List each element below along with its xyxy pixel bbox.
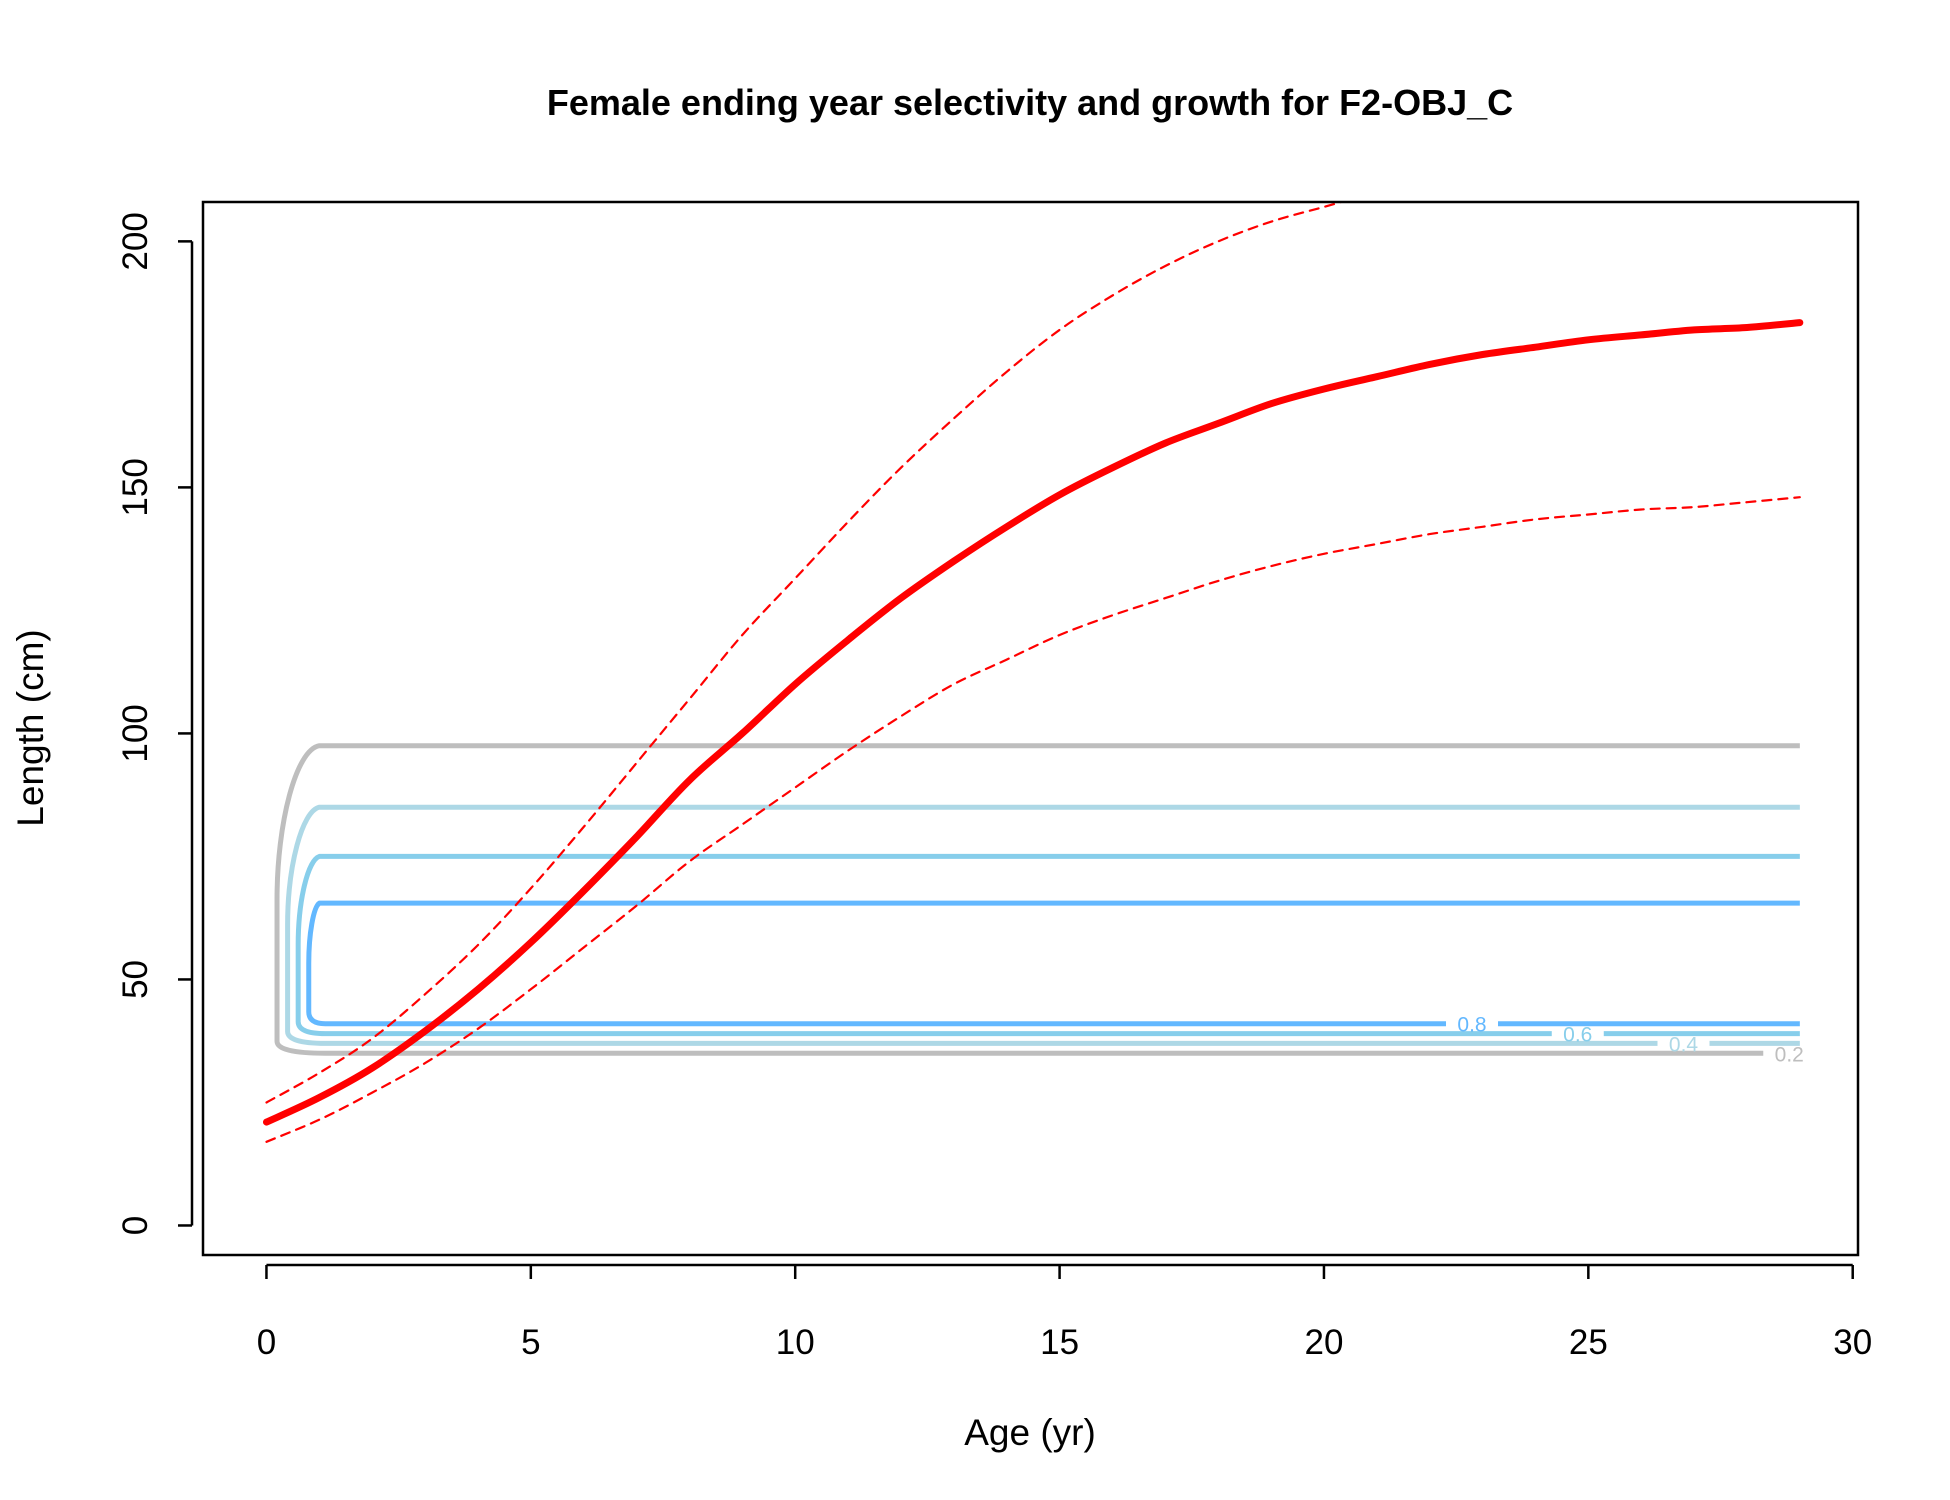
x-tick-label: 10 — [776, 1323, 815, 1362]
contour-label-0.4: 0.4 — [1669, 1033, 1699, 1056]
y-tick-label: 50 — [116, 960, 155, 999]
contour-label-0.8: 0.8 — [1457, 1014, 1486, 1037]
contour-label-0.2: 0.2 — [1775, 1043, 1804, 1066]
x-tick-label: 30 — [1833, 1323, 1872, 1362]
x-tick-label: 15 — [1040, 1323, 1079, 1362]
contour-line-0.4 — [285, 804, 1800, 1046]
x-axis-label: Age (yr) — [964, 1412, 1096, 1453]
growth-series-mean — [263, 319, 1804, 1126]
contour-labels: 0.2 0.4 0.6 0.8 — [1446, 1014, 1816, 1066]
contour-label-gap — [1657, 1039, 1710, 1048]
contour-label-gap — [1446, 1019, 1499, 1028]
x-tick-label: 25 — [1569, 1323, 1608, 1362]
y-tick-label: 0 — [116, 1216, 155, 1235]
contour-label-gap — [1551, 1029, 1604, 1038]
contour-label-gap — [1763, 1049, 1816, 1058]
y-tick-label: 200 — [116, 212, 155, 270]
contour-label-0.6: 0.6 — [1563, 1024, 1592, 1047]
growth-series-upper — [265, 202, 1345, 1104]
x-axis: 0 5 10 15 20 25 30 — [257, 1263, 1872, 1362]
contour-line-0.8 — [306, 900, 1800, 1027]
y-tick-label: 150 — [116, 458, 155, 516]
y-tick-label: 100 — [116, 704, 155, 762]
x-tick-label: 5 — [521, 1323, 540, 1362]
x-tick-label: 20 — [1304, 1323, 1343, 1362]
growth-curves — [263, 202, 1804, 1143]
chart-title: Female ending year selectivity and growt… — [547, 82, 1513, 123]
y-axis: 0 50 100 150 200 — [116, 212, 194, 1235]
plot-frame — [201, 200, 1860, 1257]
x-tick-label: 0 — [257, 1323, 276, 1362]
y-axis-label: Length (cm) — [10, 629, 51, 826]
contour-line-0.6 — [295, 853, 1800, 1037]
selectivity-contours — [274, 743, 1800, 1056]
contour-line-0.2 — [274, 743, 1800, 1056]
